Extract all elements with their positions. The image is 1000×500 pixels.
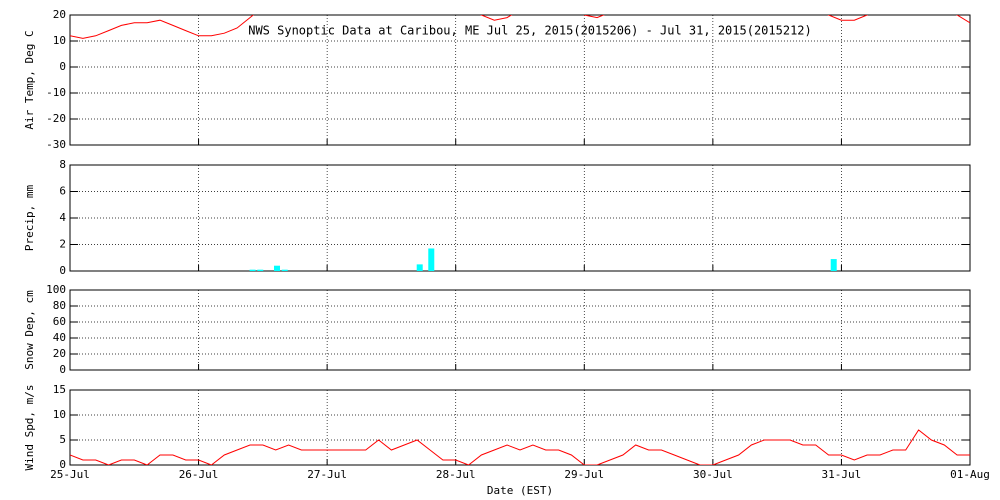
y-tick-label: 0 (59, 363, 66, 376)
bar (416, 264, 423, 271)
y-tick-label: -20 (46, 112, 66, 125)
bar (249, 269, 256, 271)
bar (257, 269, 264, 271)
y-tick-label: -30 (46, 138, 66, 151)
x-tick-label: 27-Jul (307, 468, 347, 481)
bar (274, 265, 280, 271)
plot-frame (69, 164, 971, 272)
x-tick-label: 26-Jul (179, 468, 219, 481)
y-axis-label: Wind Spd, m/s (23, 384, 36, 470)
y-tick-label: 0 (59, 264, 66, 277)
x-tick-label: 01-Aug (950, 468, 990, 481)
x-tick-label: 29-Jul (564, 468, 604, 481)
data-line (70, 429, 970, 465)
y-tick-label: 60 (53, 315, 66, 328)
y-tick-label: 40 (53, 331, 66, 344)
y-tick-label: 0 (59, 458, 66, 471)
plot-frame (69, 389, 971, 466)
y-tick-label: 5 (59, 433, 66, 446)
y-tick-label: 0 (59, 60, 66, 73)
x-axis-label: Date (EST) (487, 484, 553, 497)
plot-frame (69, 14, 971, 146)
x-tick-label: 28-Jul (436, 468, 476, 481)
bar (428, 248, 435, 271)
x-tick-label: 30-Jul (693, 468, 733, 481)
y-tick-label: 8 (59, 158, 66, 171)
chart-title: NWS Synoptic Data at Caribou, ME Jul 25,… (248, 24, 812, 38)
plot-frame (69, 289, 971, 371)
x-tick-label: 31-Jul (822, 468, 862, 481)
y-tick-label: -10 (46, 86, 66, 99)
y-tick-label: 6 (59, 185, 66, 198)
y-tick-label: 80 (53, 299, 66, 312)
y-axis-label: Precip, mm (23, 185, 36, 252)
y-tick-label: 4 (59, 211, 66, 224)
y-tick-label: 15 (53, 383, 66, 396)
y-tick-label: 20 (53, 347, 66, 360)
data-line (70, 15, 970, 39)
bar (281, 269, 288, 271)
y-axis-label: Air Temp, Deg C (23, 30, 36, 129)
x-tick-label: 25-Jul (50, 468, 90, 481)
y-tick-label: 10 (53, 408, 66, 421)
y-tick-label: 20 (53, 8, 66, 21)
y-axis-label: Snow Dep, cm (23, 290, 36, 370)
bar (830, 259, 837, 271)
y-tick-label: 100 (46, 283, 66, 296)
y-tick-label: 10 (53, 34, 66, 47)
y-tick-label: 2 (59, 238, 66, 251)
